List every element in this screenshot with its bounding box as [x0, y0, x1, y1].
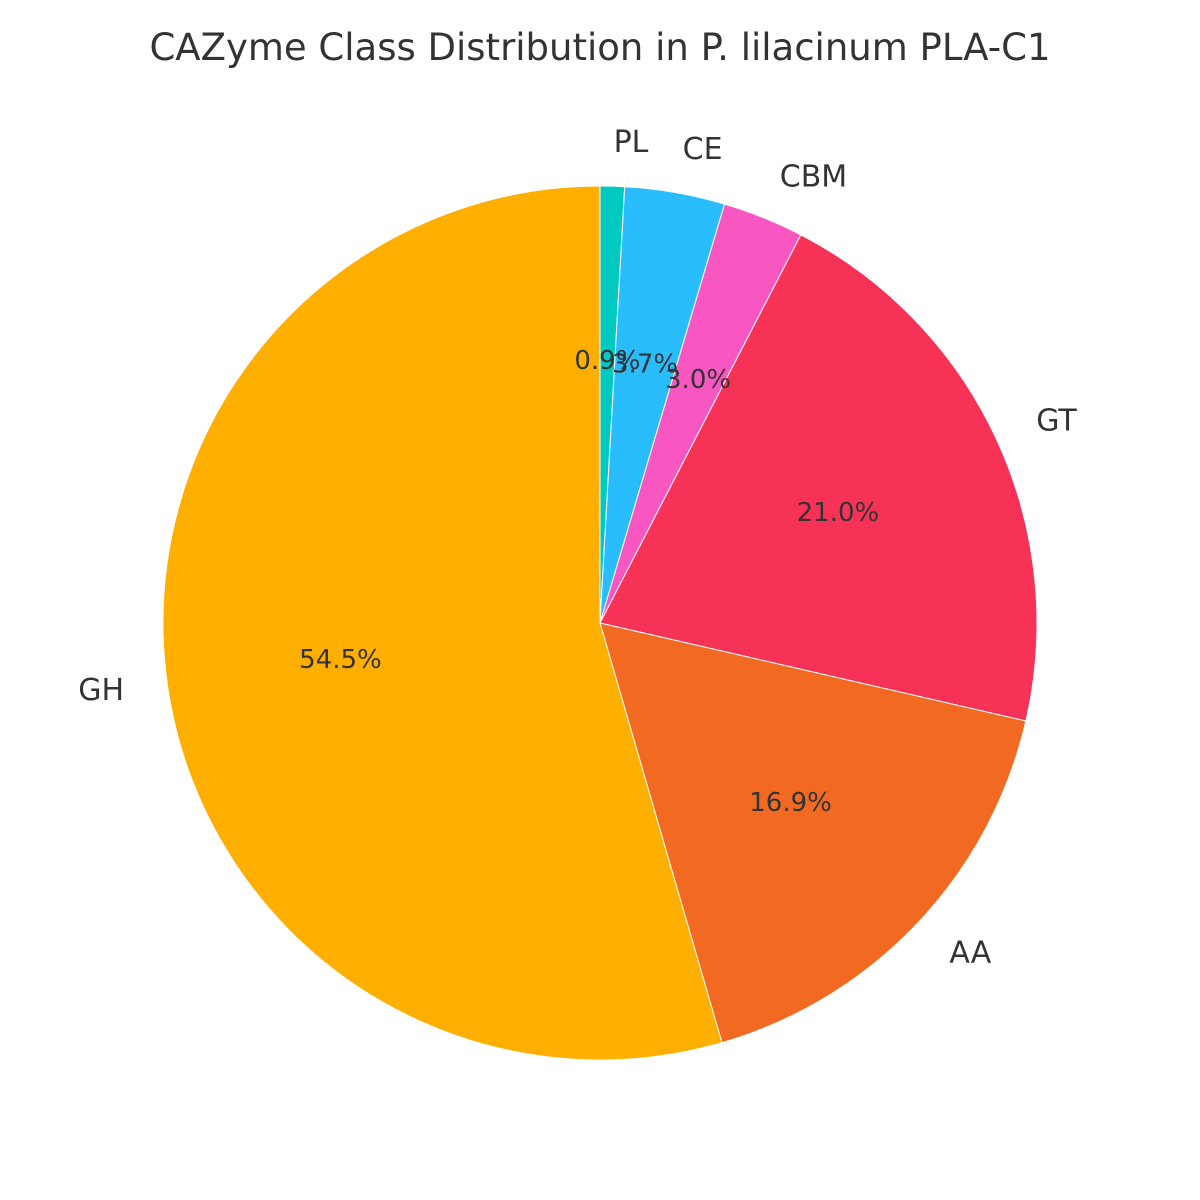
- pie-slices: [162, 185, 1038, 1061]
- pct-label-ce: 3.7%: [612, 350, 678, 380]
- percentage-labels: 0.9%3.7%3.0% 21.0% 16.9% 54.5%: [299, 346, 879, 818]
- pct-label-pl: 0.9%: [574, 346, 640, 376]
- chart-title: CAZyme Class Distribution in P. lilacinu…: [149, 26, 1050, 69]
- pct-label-gt: 21.0%: [797, 498, 880, 528]
- slice-label-gt: GT: [1036, 404, 1077, 439]
- slice-label-pl: PL: [614, 125, 649, 160]
- slice-label-cbm: CBM: [780, 160, 847, 195]
- slice-label-ce: CE: [683, 132, 723, 167]
- slice-label-aa: AA: [949, 936, 991, 971]
- pct-label-cbm: 3.0%: [665, 365, 731, 395]
- pie-slice-gh: [162, 185, 723, 1061]
- pie-slice-gt: [599, 234, 1038, 722]
- pie-slice-aa: [599, 622, 1027, 1044]
- pct-label-aa: 16.9%: [749, 788, 832, 818]
- pct-label-gh: 54.5%: [299, 645, 382, 675]
- slice-label-gh: GH: [78, 673, 124, 708]
- slice-labels: PL CE CBM GT AA GH: [78, 125, 1077, 971]
